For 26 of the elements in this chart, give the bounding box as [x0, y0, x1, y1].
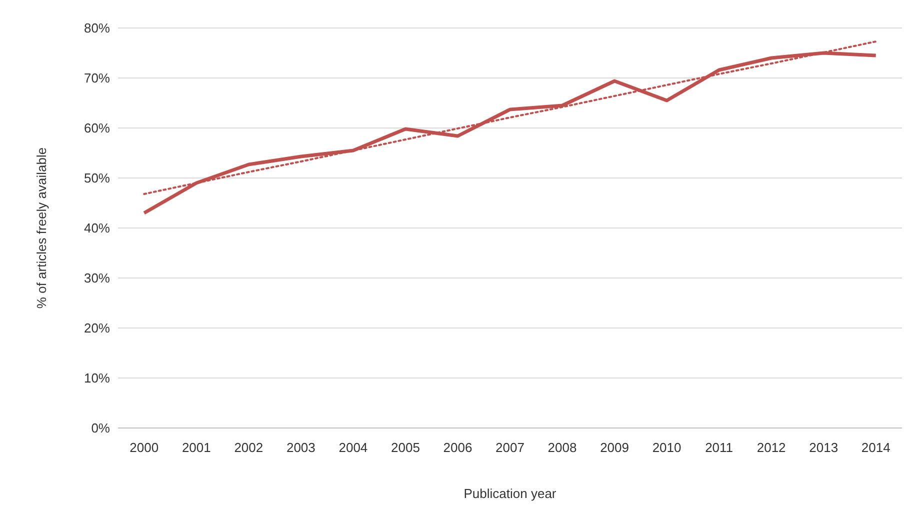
y-tick-label: 80% — [84, 20, 110, 36]
y-tick-label: 10% — [84, 370, 110, 386]
y-tick-label: 0% — [91, 420, 110, 436]
x-tick-label: 2012 — [756, 440, 786, 455]
x-tick-label: 2007 — [496, 440, 524, 455]
x-tick-label: 2004 — [338, 440, 368, 455]
x-tick-label: 2000 — [130, 440, 159, 455]
y-tick-label: 50% — [84, 170, 110, 186]
x-tick-label: 2011 — [705, 440, 734, 455]
x-tick-label: 2013 — [809, 440, 838, 455]
y-tick-label: 40% — [84, 220, 110, 236]
y-tick-label: 70% — [84, 70, 110, 86]
x-tick-label: 2014 — [861, 440, 890, 455]
x-tick-label: 2002 — [234, 440, 264, 455]
y-axis-title: % of articles freely available — [34, 147, 49, 309]
x-tick-label: 2001 — [182, 440, 211, 455]
y-tick-label: 30% — [84, 270, 110, 286]
x-tick-label: 2009 — [600, 440, 629, 455]
x-tick-label: 2010 — [652, 440, 682, 455]
x-tick-label: 2003 — [286, 440, 316, 455]
x-tick-label: 2006 — [443, 440, 472, 455]
x-tick-label: 2005 — [391, 440, 420, 455]
y-tick-label: 60% — [84, 120, 110, 136]
y-tick-label: 20% — [84, 320, 110, 336]
x-tick-label: 2008 — [548, 440, 577, 455]
x-axis-title: Publication year — [464, 486, 557, 501]
